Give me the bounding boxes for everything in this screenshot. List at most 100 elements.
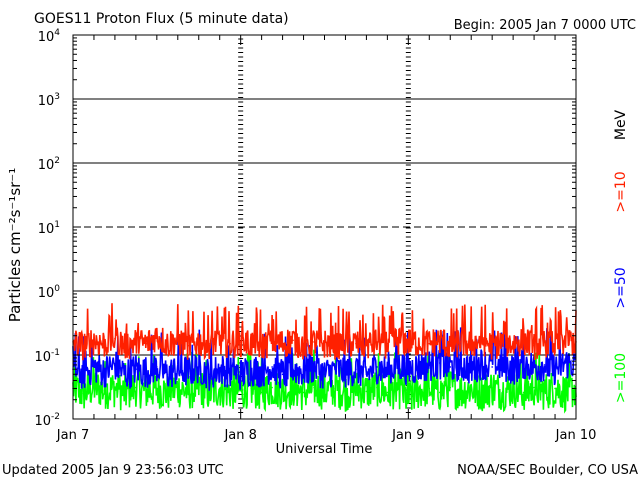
series-point [292,368,294,370]
series-point [512,387,514,390]
series-point [156,334,158,337]
series-point [292,387,294,390]
series-line-ge10 [72,303,577,361]
series-point [135,386,137,389]
series-point [218,368,221,370]
series-point [281,342,284,345]
series-point [418,389,420,392]
series-point [114,364,116,366]
series-point [501,341,504,343]
series-point [428,342,431,345]
series-point [271,366,273,368]
plot-frame [72,34,577,420]
series-point [323,342,326,345]
series-point [438,362,441,364]
series-point [103,389,106,392]
series-point [512,368,514,370]
y-tick-label: 102 [38,156,60,173]
series-point [281,373,284,376]
series-point [407,398,410,401]
series-point [250,387,252,390]
series-point [124,373,127,376]
x-axis-title: Universal Time [276,442,373,457]
series-point [449,386,452,389]
series-point [533,366,535,368]
series-point [302,391,305,394]
series-point [229,342,231,345]
series-point [512,342,514,345]
series-point [428,364,431,366]
series-point [470,342,473,345]
x-tick-label: Jan 7 [56,428,89,443]
series-point [302,344,305,347]
series-point [82,344,85,347]
series-point [208,373,211,376]
series-point [323,390,326,393]
legend-entry: >=10 [613,171,629,212]
series-point [156,387,158,390]
series-point [344,341,347,343]
series-point [470,368,473,370]
series-point [176,339,179,342]
series-point [135,341,137,343]
series-point [114,337,116,340]
series-point [260,344,263,347]
series-point [522,391,525,394]
series-point [480,391,483,394]
series-point [93,366,95,368]
legend: MeV >=10 >=50 >=100 [613,109,629,403]
series-point [145,342,148,345]
series-point [480,362,483,364]
y-tick-label: 104 [38,28,61,45]
series-point [533,344,535,347]
series-point [480,339,483,342]
y-axis-ticks: 10-2 10-1 100 101 102 103 104 [34,28,576,429]
series-point [114,387,116,390]
series-point [187,370,190,373]
reference-lines [73,98,576,356]
y-tick-label: 100 [38,284,61,301]
begin-label: Begin: 2005 Jan 7 0000 UTC [454,18,636,33]
series-point [103,370,106,373]
series-point [564,339,567,342]
series-point [491,386,493,389]
y-axis-title: Particles cm⁻²s⁻¹sr⁻¹ [6,168,24,322]
series-point [313,386,315,389]
series-point [197,386,200,389]
series-point [93,339,95,342]
legend-entry: >=100 [613,353,629,403]
series-point [522,362,525,364]
y-tick-label: 101 [38,220,60,237]
series-point [554,342,556,345]
series-point [271,341,273,343]
series-point [564,362,567,364]
series-point [386,370,389,373]
y-tick-label: 10-1 [34,348,60,365]
series-point [365,344,368,347]
series-point [271,386,273,389]
series-point [313,341,315,343]
series-point [166,391,169,394]
series-point [554,368,556,370]
series-point [313,366,315,368]
series-point [323,373,326,376]
series-point [187,344,190,347]
series-point [302,370,305,373]
series-point [533,386,535,389]
series-point [554,387,556,390]
series-point [124,344,127,347]
series-point [438,391,441,394]
series-point [459,390,462,393]
series-point [334,368,336,370]
series-point [250,368,252,370]
x-tick-label: Jan 9 [391,428,424,443]
series-point [564,391,567,394]
series-point [543,390,546,393]
series-point [82,392,85,395]
series-point [386,342,389,345]
series-point [260,391,263,394]
series-point [239,389,242,392]
series-point [166,342,169,345]
series-point [176,368,179,370]
series-point [418,341,420,343]
